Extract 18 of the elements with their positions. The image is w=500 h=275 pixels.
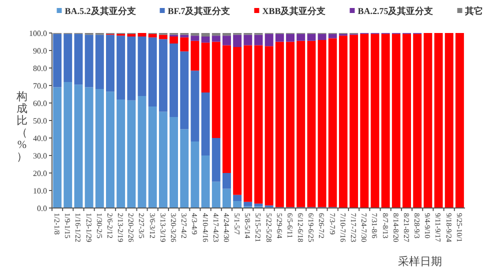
y-tick-label: 80.0	[33, 64, 47, 73]
y-tick-label: 30.0	[33, 152, 47, 160]
legend-label: XBB及其亚分支	[262, 6, 326, 16]
legend-label: BF.7及其亚分支	[168, 6, 230, 16]
y-tick-label: 100.0	[29, 29, 47, 38]
y-tick-label: 50.0	[33, 116, 47, 126]
y-axis-title: 构成比（%）	[16, 91, 28, 163]
legend-label: 其它	[464, 6, 484, 16]
y-tick-label: 40.0	[33, 134, 47, 143]
legend-label: BA.5.2及其亚分支	[64, 6, 136, 16]
y-tick-label: 90.0	[33, 46, 47, 56]
legend-label: BA.2.75及其亚分支	[358, 6, 434, 16]
y-tick-label: 60.0	[33, 99, 47, 108]
y-tick-label: 20.0	[33, 169, 47, 178]
y-tick-label: 10.0	[33, 186, 47, 196]
x-axis-title: 采样日期	[398, 255, 442, 268]
y-tick-label: 0.0	[37, 204, 47, 213]
y-tick-label: 70.0	[33, 82, 47, 90]
